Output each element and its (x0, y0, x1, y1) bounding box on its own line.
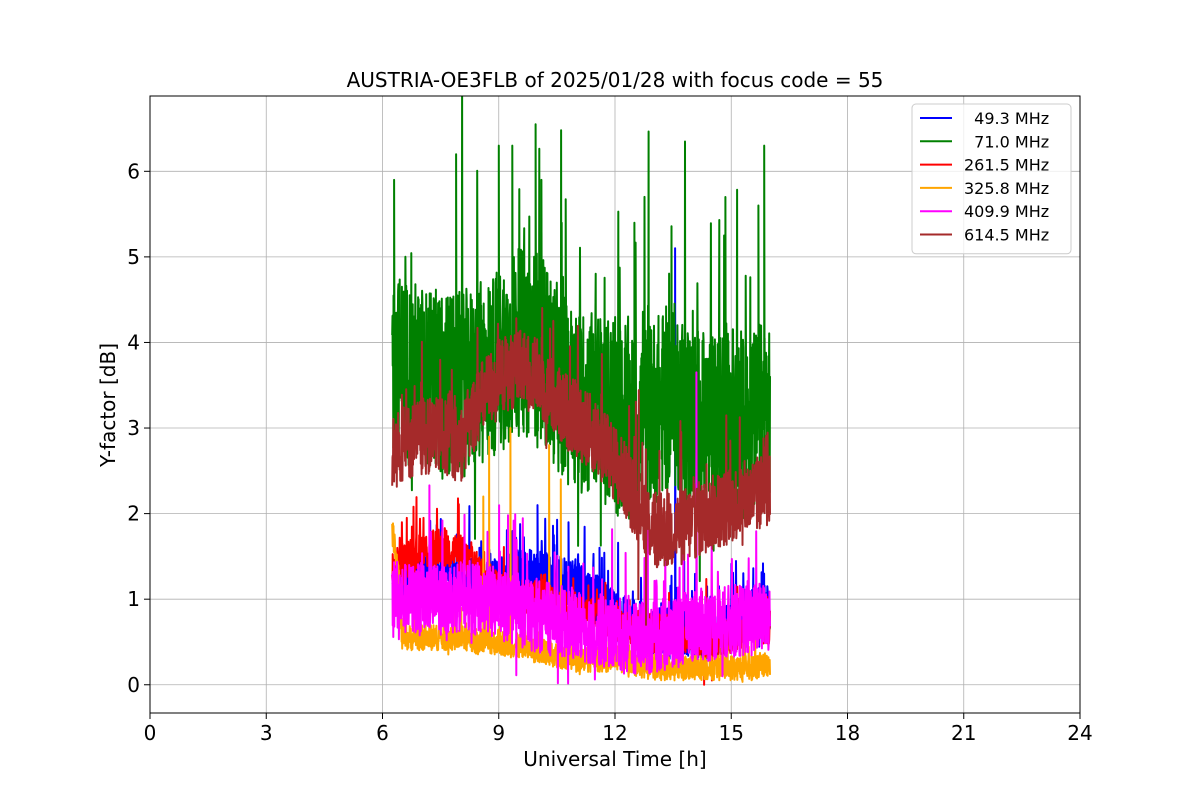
x-tick-label: 15 (719, 721, 744, 745)
y-axis-label: Y-factor [dB] (96, 343, 120, 468)
x-axis-label: Universal Time [h] (523, 747, 706, 771)
legend: 49.3 MHz 71.0 MHz 261.5 MHz 325.8 MHz 409.9… (911, 103, 1072, 255)
legend-entry-label: 261.5 MHz (964, 156, 1049, 175)
x-tick-label: 24 (1067, 721, 1092, 745)
series-line-4 (391, 371, 771, 685)
x-tick-label: 6 (376, 721, 389, 745)
chart-title: AUSTRIA-OE3FLB of 2025/01/28 with focus … (347, 68, 884, 92)
y-tick-label: 0 (127, 673, 140, 697)
y-tick-label: 5 (127, 245, 140, 269)
series-lines (391, 96, 771, 686)
x-tick-label: 21 (951, 721, 976, 745)
y-tick-label: 3 (127, 416, 140, 440)
legend-entry-label: 614.5 MHz (964, 226, 1049, 245)
x-tick-label: 3 (260, 721, 273, 745)
legend-entry-label: 325.8 MHz (964, 179, 1049, 198)
x-tick-label: 0 (144, 721, 157, 745)
x-tick-label: 9 (492, 721, 505, 745)
x-tick-label: 18 (835, 721, 860, 745)
series-line-5 (391, 307, 771, 626)
legend-entry-label: 49.3 MHz (964, 109, 1049, 128)
y-tick-label: 2 (127, 502, 140, 526)
y-tick-label: 4 (127, 330, 140, 354)
y-tick-label: 6 (127, 159, 140, 183)
x-tick-label: 12 (602, 721, 627, 745)
legend-entry-label: 409.9 MHz (964, 202, 1049, 221)
legend-entry-label: 71.0 MHz (964, 132, 1049, 151)
y-tick-label: 1 (127, 587, 140, 611)
